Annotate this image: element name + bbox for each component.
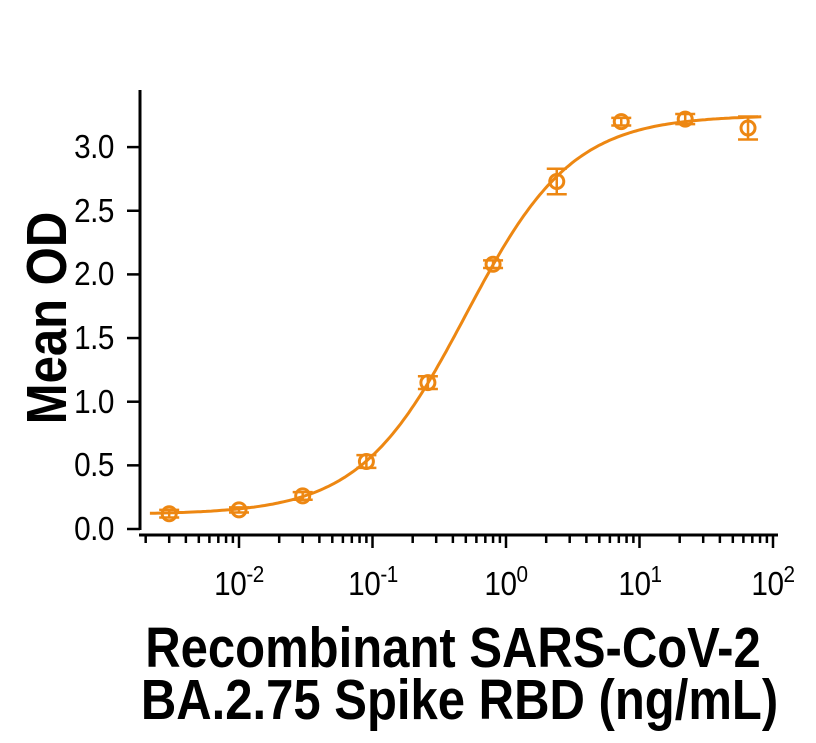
data-point-marker <box>294 487 312 505</box>
data-point-marker <box>419 374 437 392</box>
y-tick-label: 2.0 <box>74 255 114 293</box>
data-point-marker <box>357 453 375 471</box>
x-tick-label: 102 <box>751 561 795 602</box>
y-tick-label: 1.5 <box>74 319 114 357</box>
y-tick-label: 0.0 <box>74 510 114 547</box>
x-tick-label: 10-2 <box>214 561 264 602</box>
data-point-marker <box>739 119 757 137</box>
y-tick-label: 0.5 <box>74 446 114 484</box>
y-tick-label: 1.0 <box>74 382 114 420</box>
data-point-marker <box>548 172 566 190</box>
x-axis-title-line1: Recombinant SARS-CoV-2 <box>145 616 761 680</box>
x-tick-label: 10-1 <box>347 561 398 602</box>
x-axis-title: Recombinant SARS-CoV-2 BA.2.75 Spike RBD… <box>140 616 779 732</box>
data-point-marker <box>484 255 502 273</box>
data-point-marker <box>676 110 694 128</box>
x-tick-label: 100 <box>484 561 528 602</box>
x-axis-title-line2: BA.2.75 Spike RBD (ng/mL) <box>140 668 779 732</box>
y-tick-label: 3.0 <box>74 128 114 166</box>
data-point-marker <box>230 501 248 519</box>
x-tick-label: 101 <box>617 561 662 602</box>
data-point-marker <box>160 505 178 523</box>
data-point-marker <box>612 113 630 131</box>
fit-curve <box>149 115 762 515</box>
y-tick-label: 2.5 <box>74 191 114 229</box>
